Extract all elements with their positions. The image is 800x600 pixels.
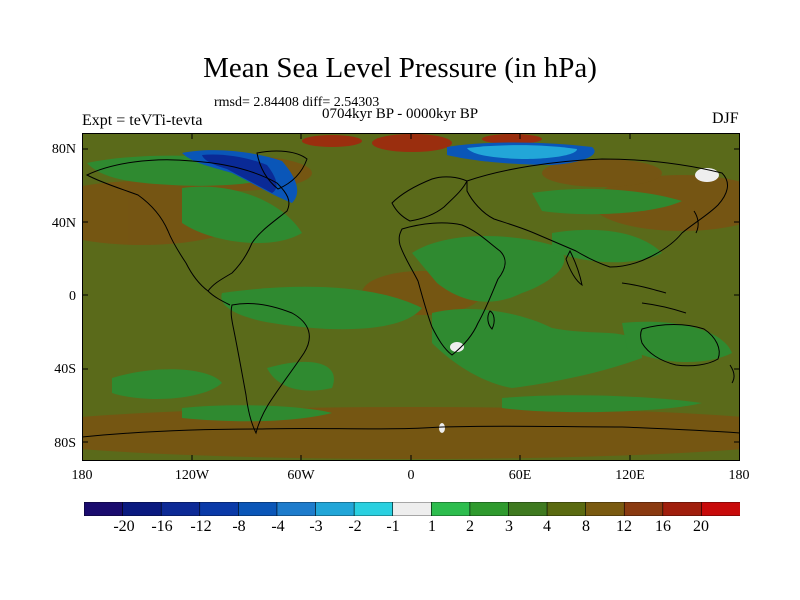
colorbar-label: -3 xyxy=(309,518,323,535)
map-title: Mean Sea Level Pressure (in hPa) xyxy=(203,52,597,84)
near-zero-regions xyxy=(439,168,719,433)
colorbar-swatch xyxy=(122,502,162,516)
experiment-label: Expt = teVTi-tevta xyxy=(82,112,203,129)
colorbar-label: -12 xyxy=(190,518,212,535)
colorbar-swatch xyxy=(430,502,471,516)
x-tick-label: 60E xyxy=(508,468,532,483)
x-tick-label: 180 xyxy=(71,468,93,483)
colorbar-label: -20 xyxy=(113,518,135,535)
colorbar-label: 8 xyxy=(582,518,590,535)
axis-ticks xyxy=(82,133,740,461)
weak-positive-anomaly-regions xyxy=(87,155,732,422)
colorbar-swatch xyxy=(662,502,703,516)
colorbar-label: 1 xyxy=(428,518,436,535)
colorbar-label: 2 xyxy=(466,518,474,535)
colorbar-swatch xyxy=(160,502,201,516)
colorbar-label: -8 xyxy=(232,518,246,535)
x-tick-label: 0 xyxy=(407,468,415,483)
pressure-anomaly-map xyxy=(82,133,740,461)
colorbar-swatch xyxy=(392,502,433,516)
colorbar-swatch xyxy=(701,502,740,516)
colorbar-swatch xyxy=(238,502,278,516)
coastlines xyxy=(82,150,740,438)
colorbar-label: 4 xyxy=(543,518,551,535)
colorbar-label: 20 xyxy=(693,518,709,535)
colorbar-label: -16 xyxy=(151,518,173,535)
y-tick-label: 80N xyxy=(51,142,76,157)
y-tick-label: 40N xyxy=(51,216,76,231)
colorbar-swatch xyxy=(508,502,548,516)
colorbar-swatch xyxy=(623,502,664,516)
colorbar-label: -4 xyxy=(271,518,285,535)
colorbar-swatch xyxy=(585,502,626,516)
colorbar-swatch xyxy=(469,502,510,516)
season-label: DJF xyxy=(712,110,739,127)
colorbar-label: 16 xyxy=(655,518,671,535)
colorbar-swatch xyxy=(353,502,394,516)
x-tick-label: 120E xyxy=(615,468,645,483)
rmsd-diff-stats: rmsd= 2.84408 diff= 2.54303 xyxy=(214,95,380,110)
colorbar-swatch xyxy=(199,502,240,516)
colorbar-swatch xyxy=(84,502,124,516)
colorbar-label: -2 xyxy=(348,518,362,535)
colorbar-swatch xyxy=(276,502,317,516)
colorbar-swatch xyxy=(546,502,587,516)
colorbar-label: 3 xyxy=(505,518,513,535)
x-tick-label: 180 xyxy=(728,468,750,483)
y-tick-label: 80S xyxy=(54,436,76,451)
colorbar-swatch xyxy=(315,502,355,516)
y-tick-label: 40S xyxy=(54,362,76,377)
period-label: 0704kyr BP - 0000kyr BP xyxy=(322,106,479,122)
x-tick-label: 60W xyxy=(287,468,315,483)
colorbar xyxy=(84,502,740,516)
very-strong-positive-anomaly-regions xyxy=(302,134,542,152)
x-tick-label: 120W xyxy=(174,468,210,483)
colorbar-label: -1 xyxy=(386,518,400,535)
colorbar-label: 12 xyxy=(616,518,632,535)
y-tick-label: 0 xyxy=(69,289,76,304)
